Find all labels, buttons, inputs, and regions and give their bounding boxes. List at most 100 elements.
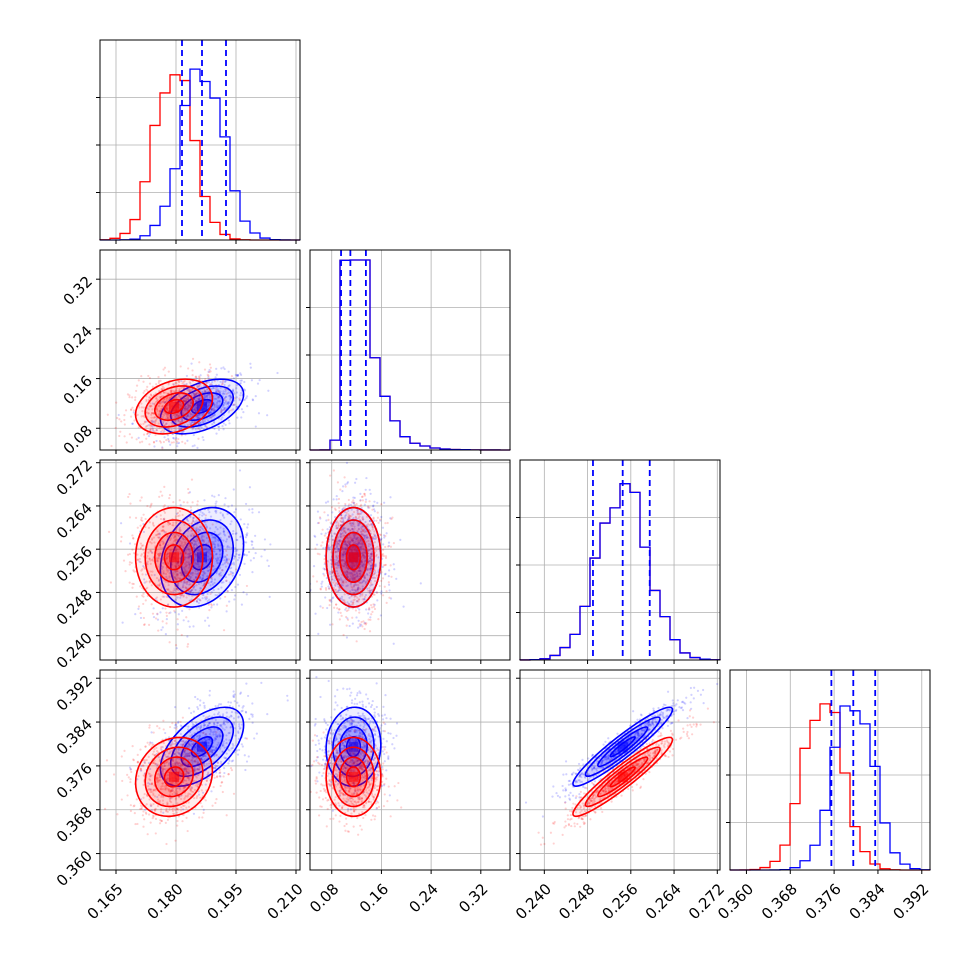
sample-point bbox=[222, 390, 225, 393]
sample-point bbox=[338, 540, 341, 543]
sample-point bbox=[402, 605, 405, 608]
sample-point bbox=[182, 595, 185, 598]
sample-point bbox=[205, 388, 209, 391]
sample-point bbox=[260, 681, 263, 684]
sample-point bbox=[225, 579, 228, 582]
sample-point bbox=[336, 481, 340, 484]
sample-point bbox=[342, 633, 345, 637]
sample-point bbox=[207, 381, 211, 384]
sample-point bbox=[368, 568, 371, 571]
sample-point bbox=[235, 374, 239, 377]
sample-point bbox=[269, 543, 272, 546]
sample-point bbox=[193, 553, 196, 556]
sample-point bbox=[180, 572, 183, 575]
sample-point bbox=[203, 704, 206, 707]
sample-point bbox=[353, 576, 356, 579]
sample-point bbox=[205, 396, 209, 399]
sample-point bbox=[167, 583, 170, 587]
sample-point bbox=[162, 414, 166, 417]
sample-point bbox=[340, 578, 343, 582]
sample-point bbox=[209, 411, 212, 414]
sample-point bbox=[329, 623, 332, 626]
sample-point bbox=[166, 535, 169, 538]
sample-point bbox=[225, 579, 228, 583]
sample-point bbox=[371, 508, 374, 511]
sample-point bbox=[179, 540, 182, 543]
sample-point bbox=[194, 588, 197, 592]
sample-point bbox=[235, 391, 239, 394]
sample-point bbox=[359, 565, 362, 568]
sample-point bbox=[205, 575, 209, 578]
sample-point bbox=[213, 403, 216, 406]
sample-point bbox=[376, 599, 379, 602]
sample-point bbox=[253, 737, 256, 740]
sample-point bbox=[145, 420, 148, 423]
sample-point bbox=[142, 380, 145, 383]
sample-point bbox=[122, 559, 126, 562]
sample-point bbox=[215, 552, 218, 556]
sample-point bbox=[358, 522, 361, 525]
sample-point bbox=[201, 576, 205, 579]
sample-point bbox=[135, 389, 138, 393]
sample-point bbox=[194, 553, 197, 556]
sample-point bbox=[163, 455, 165, 457]
sample-point bbox=[195, 400, 198, 403]
sample-point bbox=[375, 591, 378, 594]
sample-point bbox=[355, 616, 358, 619]
sample-point bbox=[162, 368, 165, 371]
sample-point bbox=[233, 511, 236, 514]
sample-point bbox=[132, 536, 135, 540]
sample-point bbox=[140, 569, 143, 572]
sample-point bbox=[197, 437, 200, 440]
sample-point bbox=[153, 403, 156, 406]
sample-point bbox=[178, 514, 181, 517]
sample-point bbox=[395, 577, 398, 580]
sample-point bbox=[372, 504, 375, 507]
sample-point bbox=[170, 549, 173, 552]
sample-point bbox=[141, 440, 144, 443]
sample-point bbox=[182, 594, 186, 597]
sample-point bbox=[204, 517, 207, 520]
sample-point bbox=[392, 563, 395, 566]
sample-point bbox=[152, 412, 155, 415]
sample-point bbox=[180, 402, 183, 406]
sample-point bbox=[355, 538, 358, 541]
sample-point bbox=[346, 482, 349, 485]
sample-point bbox=[228, 422, 231, 425]
sample-point bbox=[123, 414, 126, 417]
sample-point bbox=[162, 509, 166, 512]
sample-point bbox=[372, 603, 375, 606]
sample-point bbox=[369, 564, 372, 568]
sample-point bbox=[165, 611, 168, 614]
sample-point bbox=[366, 568, 369, 572]
sample-point bbox=[150, 538, 154, 541]
sample-point bbox=[367, 506, 370, 509]
sample-point bbox=[163, 511, 167, 514]
sample-point bbox=[258, 378, 261, 382]
sample-point bbox=[347, 516, 351, 519]
sample-point bbox=[352, 529, 355, 532]
sample-point bbox=[166, 603, 170, 606]
sample-point bbox=[175, 578, 179, 581]
sample-point bbox=[210, 416, 213, 419]
sample-point bbox=[213, 550, 216, 553]
sample-point bbox=[182, 399, 186, 403]
sample-point bbox=[328, 598, 331, 602]
sample-point bbox=[204, 395, 207, 398]
sample-point bbox=[344, 571, 347, 575]
sample-point bbox=[150, 584, 153, 587]
sample-point bbox=[368, 500, 371, 503]
sample-point bbox=[173, 414, 176, 417]
sample-point bbox=[199, 699, 202, 702]
sample-point bbox=[176, 574, 179, 577]
sample-point bbox=[214, 505, 217, 508]
sample-point bbox=[208, 511, 211, 514]
sample-point bbox=[351, 588, 354, 591]
sample-point bbox=[159, 379, 162, 382]
sample-point bbox=[145, 398, 148, 401]
sample-point bbox=[224, 400, 227, 404]
sample-point bbox=[142, 544, 145, 547]
sample-point bbox=[196, 397, 199, 400]
sample-point bbox=[336, 562, 340, 565]
sample-point bbox=[195, 599, 198, 603]
